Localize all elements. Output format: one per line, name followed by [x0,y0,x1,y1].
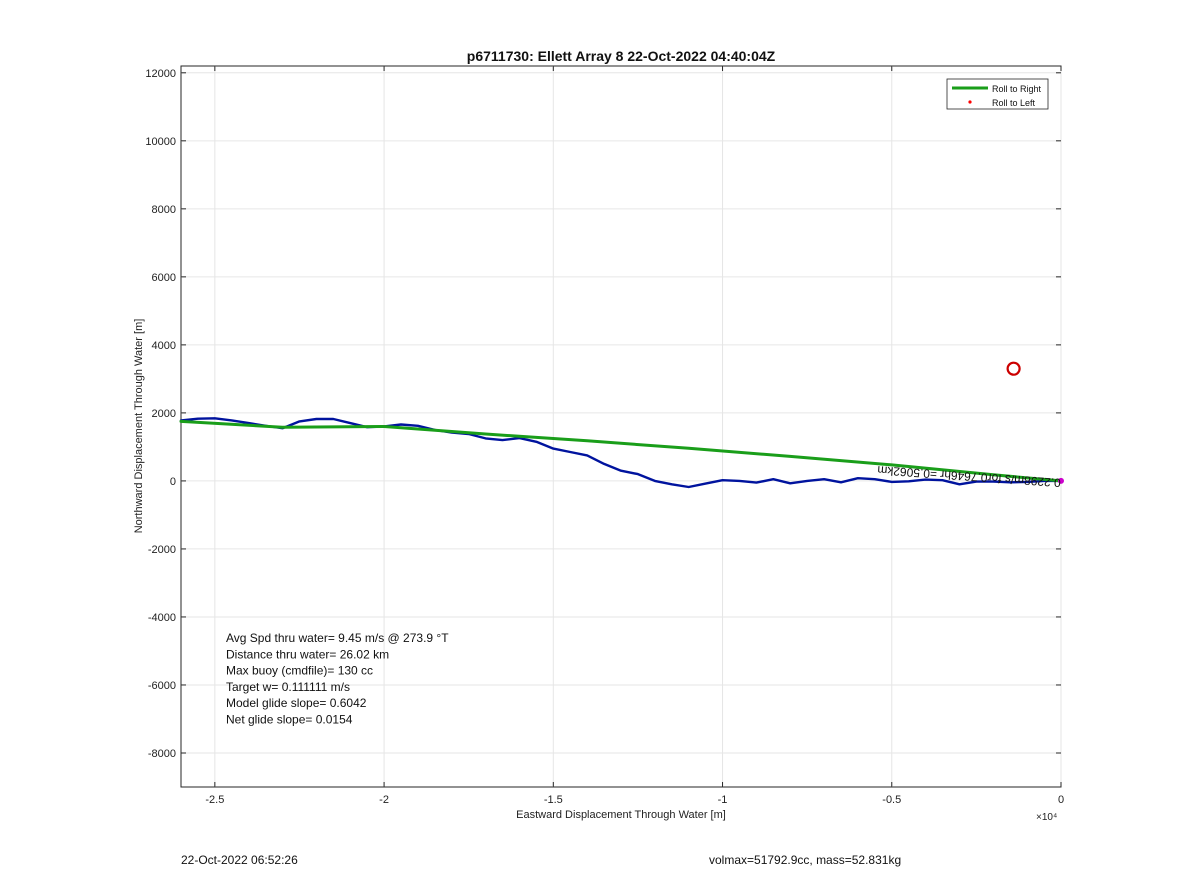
ticks: -2.5 -2 -1.5 -1 -0.5 0 -8000 -6000 -4000 -2000 0 20… [145,66,1064,806]
info-line: Distance thru water= 26.02 km [226,647,389,661]
y-tick-label: 12000 [145,68,176,80]
track-line [179,417,1063,489]
y-tick-label: 0 [170,476,176,488]
y-tick-label: 6000 [152,272,176,284]
x-tick-label: -2.5 [205,794,224,806]
position-circle-marker [1006,361,1021,376]
x-tick-label: -1.5 [544,794,563,806]
info-line: Net glide slope= 0.0154 [226,713,353,727]
info-line: Avg Spd thru water= 9.45 m/s @ 273.9 °T [226,631,449,645]
legend-label: Roll to Right [992,84,1042,94]
info-line: Target w= 0.111111 m/s [226,680,350,694]
marker-layer [1006,361,1064,484]
info-box: Avg Spd thru water= 9.45 m/s @ 273.9 °T D… [226,631,449,727]
y-tick-label: 10000 [145,136,176,148]
roll-to-right-line [179,419,1063,483]
y-tick-label: -6000 [148,680,176,692]
legend-label: Roll to Left [992,98,1036,108]
legend-dot-swatch [968,100,972,104]
footer-timestamp: 22-Oct-2022 06:52:26 [181,853,298,867]
legend: Roll to Right Roll to Left [946,78,1049,110]
info-line: Model glide slope= 0.6042 [226,696,367,710]
y-axis-label: Northward Displacement Through Water [m] [133,319,145,534]
x-axis-label: Eastward Displacement Through Water [m] [516,809,726,821]
y-tick-label: -4000 [148,612,176,624]
x-tick-label: -1 [718,794,728,806]
y-tick-label: 4000 [152,340,176,352]
x-tick-label: -0.5 [882,794,901,806]
x-tick-label: 0 [1058,794,1064,806]
info-line: Max buoy (cmdfile)= 130 cc [226,664,373,678]
x-tick-label: -2 [379,794,389,806]
y-tick-label: -8000 [148,748,176,760]
chart-title: p6711730: Ellett Array 8 22-Oct-2022 04:… [467,48,776,64]
footer-volmax-mass: volmax=51792.9cc, mass=52.831kg [709,853,902,867]
y-tick-label: 8000 [152,204,176,216]
series-layer [179,417,1063,489]
grid [181,66,1062,787]
y-tick-label: 2000 [152,408,176,420]
y-tick-label: -2000 [148,544,176,556]
x-axis-exponent: ×10⁴ [1036,812,1057,823]
end-point-marker [1058,477,1064,484]
legend-box [946,78,1049,110]
